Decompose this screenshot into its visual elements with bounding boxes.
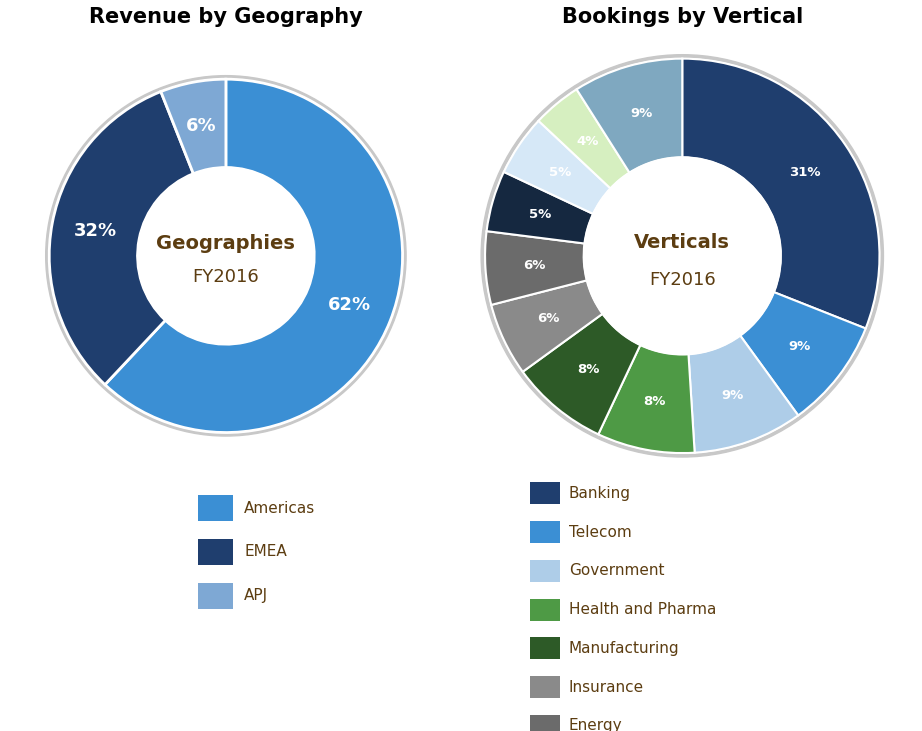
Text: Energy: Energy: [569, 719, 622, 731]
Text: 8%: 8%: [577, 363, 599, 376]
Text: Health and Pharma: Health and Pharma: [569, 602, 716, 617]
Text: 9%: 9%: [721, 388, 743, 401]
Text: 62%: 62%: [327, 295, 371, 314]
Text: Americas: Americas: [244, 501, 315, 515]
Wedge shape: [503, 121, 610, 214]
Circle shape: [137, 167, 314, 344]
Wedge shape: [160, 79, 226, 174]
Text: Banking: Banking: [569, 486, 631, 501]
Wedge shape: [576, 58, 682, 173]
Circle shape: [584, 157, 781, 355]
Text: FY2016: FY2016: [649, 270, 715, 289]
Wedge shape: [598, 345, 694, 453]
Wedge shape: [491, 281, 602, 372]
Text: 9%: 9%: [788, 340, 810, 353]
Title: Revenue by Geography: Revenue by Geography: [89, 7, 362, 26]
Wedge shape: [49, 91, 194, 385]
Text: 6%: 6%: [538, 312, 560, 325]
Text: 6%: 6%: [185, 117, 217, 135]
Text: Manufacturing: Manufacturing: [569, 641, 680, 656]
Circle shape: [49, 79, 403, 433]
Text: 32%: 32%: [74, 222, 117, 240]
Circle shape: [481, 55, 883, 457]
Wedge shape: [538, 89, 630, 189]
Text: APJ: APJ: [244, 588, 268, 603]
Wedge shape: [682, 58, 880, 328]
Wedge shape: [105, 79, 403, 433]
Text: Insurance: Insurance: [569, 680, 644, 694]
Text: Geographies: Geographies: [157, 234, 295, 253]
Wedge shape: [485, 231, 586, 305]
Text: Government: Government: [569, 564, 665, 578]
Text: Telecom: Telecom: [569, 525, 632, 539]
Text: 4%: 4%: [577, 135, 599, 148]
Text: FY2016: FY2016: [193, 268, 259, 286]
Text: 5%: 5%: [529, 208, 551, 221]
Text: 9%: 9%: [630, 107, 652, 121]
Title: Bookings by Vertical: Bookings by Vertical: [561, 7, 803, 26]
Wedge shape: [487, 172, 593, 243]
Circle shape: [46, 75, 406, 436]
Text: Verticals: Verticals: [634, 232, 730, 251]
Wedge shape: [523, 314, 640, 434]
Text: 31%: 31%: [789, 166, 821, 179]
Circle shape: [485, 58, 880, 453]
Wedge shape: [689, 336, 798, 452]
Text: 8%: 8%: [644, 395, 666, 408]
Text: EMEA: EMEA: [244, 545, 287, 559]
Text: 6%: 6%: [524, 259, 546, 272]
Text: 5%: 5%: [549, 166, 571, 179]
Wedge shape: [740, 292, 866, 415]
